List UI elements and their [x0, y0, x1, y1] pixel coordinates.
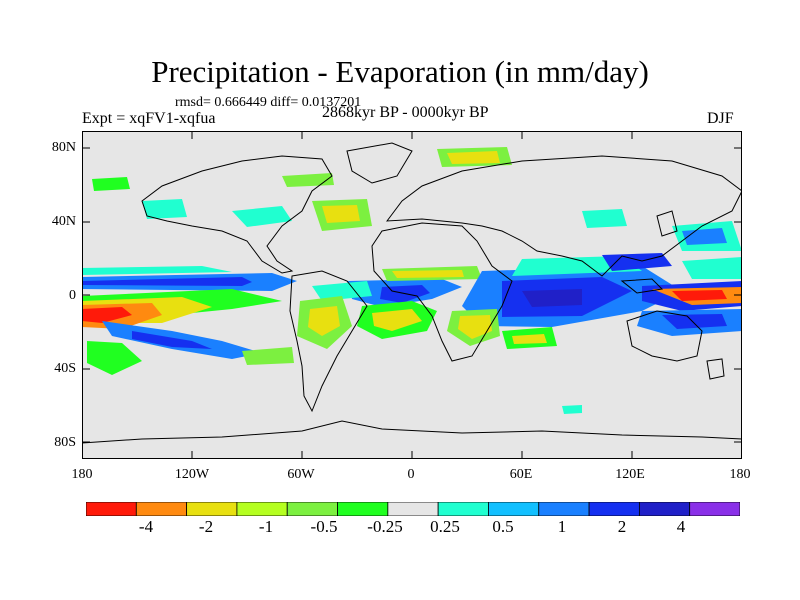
south-america-outline — [289, 270, 368, 413]
colorbar-swatch — [186, 502, 238, 516]
colorbar-label: 0.5 — [492, 517, 514, 536]
greenland-outline — [346, 142, 413, 184]
lat-label-40n: 40N — [51, 214, 76, 229]
rmsd-diff-stats: rmsd= 0.666449 diff= 0.0137201 — [175, 95, 362, 110]
colorbar-swatch — [437, 502, 489, 516]
colorbar-swatch — [588, 502, 640, 516]
pme-anomaly-map — [82, 131, 742, 459]
eurasia-outline — [385, 155, 742, 277]
lon-label-0: 0 — [407, 467, 415, 482]
colorbar-swatch — [86, 502, 137, 516]
colorbar-label: -0.5 — [310, 517, 338, 536]
lat-label-40s: 40S — [54, 361, 76, 376]
experiment-label: Expt = xqFV1-xqfua — [82, 110, 216, 127]
lon-label-180e: 180 — [729, 467, 751, 482]
time-period-label: 2868kyr BP - 0000kyr BP — [322, 104, 489, 121]
colorbar-swatch — [488, 502, 540, 516]
japan-outline — [656, 210, 678, 237]
lat-label-80n: 80N — [51, 140, 76, 155]
colorbar-swatch — [387, 502, 439, 516]
lon-label-60w: 60W — [287, 467, 315, 482]
plot-title: Precipitation - Evaporation (in mm/day) — [151, 54, 649, 89]
new-zealand-outline — [706, 358, 725, 380]
lon-label-180w: 180 — [71, 467, 93, 482]
colorbar-swatch — [236, 502, 288, 516]
colorbar-swatch — [538, 502, 590, 516]
antarctica-outline — [82, 420, 742, 444]
maritime-continent-outline — [620, 278, 664, 294]
colorbar-label: 1 — [557, 517, 567, 536]
colorbar-label: 4 — [676, 517, 686, 536]
season-label: DJF — [707, 110, 734, 127]
lon-label-120w: 120W — [174, 467, 210, 482]
colorbar-label: -2 — [198, 517, 214, 536]
colorbar-label: 0.25 — [430, 517, 460, 536]
colorbar — [86, 502, 740, 516]
lon-label-60e: 60E — [509, 467, 533, 482]
anomaly-shading — [82, 147, 742, 414]
colorbar-swatch — [689, 502, 740, 516]
lon-label-120e: 120E — [615, 467, 645, 482]
north-america-outline — [141, 155, 333, 274]
colorbar-label: -4 — [138, 517, 154, 536]
lat-label-80s: 80S — [54, 435, 76, 450]
axis-ticks — [82, 131, 742, 459]
lat-label-0: 0 — [69, 288, 76, 303]
colorbar-swatch — [337, 502, 389, 516]
australia-outline — [626, 310, 703, 362]
colorbar-label: -1 — [258, 517, 274, 536]
colorbar-label: -0.25 — [367, 517, 403, 536]
colorbar-swatch — [286, 502, 338, 516]
africa-outline — [371, 222, 513, 362]
colorbar-swatch — [638, 502, 691, 516]
continent-outlines — [82, 142, 742, 444]
colorbar-label: 2 — [617, 517, 627, 536]
colorbar-swatch — [135, 502, 188, 516]
